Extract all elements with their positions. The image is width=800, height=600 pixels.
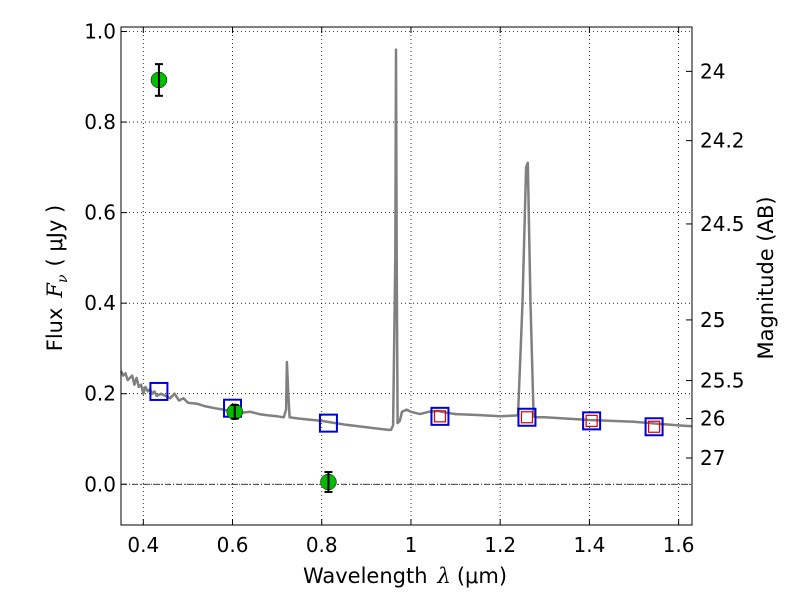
y2-tick-label: 25.5	[700, 369, 745, 393]
x-axis-label: Wavelength λ (μm)	[303, 564, 507, 588]
x-tick-label: 1.6	[663, 533, 695, 557]
x-tick-label: 1.4	[573, 533, 605, 557]
y-tick-label: 1.0	[84, 20, 116, 44]
grid-lines	[121, 27, 692, 525]
y2-tick-label: 24.2	[700, 129, 745, 153]
y-tick-label: 0.0	[84, 472, 116, 496]
observed-points-layer	[150, 63, 337, 493]
x-tick-label: 0.8	[306, 533, 338, 557]
y2-tick-label: 25	[700, 308, 725, 332]
model-point-square	[318, 413, 338, 433]
spectrum-line	[119, 48, 693, 432]
y2-axis-label: Magnitude (AB)	[754, 196, 778, 359]
y2-tick-label: 24	[700, 59, 725, 83]
y-tick-label: 0.8	[84, 110, 116, 134]
x-axis-ticks: 0.4 0.6 0.8 1 1.2 1.4 1.6	[127, 27, 695, 557]
y-axis-label: FluxFν( μJy )	[43, 205, 71, 351]
y2-tick-label: 27	[700, 446, 725, 470]
x-tick-label: 0.6	[217, 533, 249, 557]
model-point-square	[430, 406, 450, 426]
model-point-inner-square	[520, 411, 534, 424]
model-point-square	[149, 381, 169, 401]
y-axis-ticks: 0.0 0.2 0.4 0.6 0.8 1.0	[84, 20, 127, 496]
plot-frame	[120, 26, 693, 526]
model-point-inner-square	[433, 410, 447, 423]
model-point-square	[517, 407, 537, 427]
x-tick-label: 1.2	[484, 533, 516, 557]
x-tick-label: 0.4	[127, 533, 159, 557]
model-point-inner-square	[585, 414, 598, 427]
model-point-square	[644, 417, 664, 437]
y-tick-label: 0.6	[84, 201, 116, 225]
y2-tick-label: 24.5	[700, 212, 745, 236]
spectrum-layer	[119, 48, 693, 432]
y2-tick-label: 26	[700, 407, 725, 431]
x-tick-label: 1	[405, 533, 418, 557]
model-point-square	[582, 411, 602, 431]
y2-axis-ticks: 24 24.2 24.5 25 25.5 26 27	[686, 59, 745, 470]
y-tick-label: 0.4	[84, 291, 116, 315]
model-point-inner-square	[647, 420, 661, 433]
y-tick-label: 0.2	[84, 382, 116, 406]
